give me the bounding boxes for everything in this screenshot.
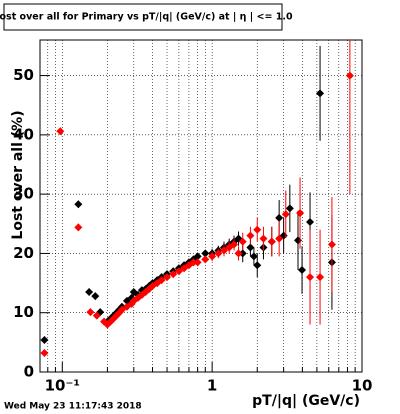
data-point bbox=[275, 213, 284, 222]
x-tick-label: 10⁻¹ bbox=[45, 377, 80, 395]
y-tick-label: 0 bbox=[24, 363, 34, 381]
data-point bbox=[92, 311, 101, 320]
data-point bbox=[246, 243, 255, 252]
data-point bbox=[230, 240, 239, 249]
data-point bbox=[74, 223, 83, 232]
data-point bbox=[201, 249, 210, 258]
data-point bbox=[56, 127, 65, 136]
data-point bbox=[246, 231, 255, 240]
data-point bbox=[193, 252, 202, 261]
data-point bbox=[163, 273, 172, 282]
data-point bbox=[316, 273, 325, 282]
data-point bbox=[253, 261, 262, 270]
data-point bbox=[86, 308, 95, 317]
title-box bbox=[3, 3, 283, 31]
data-point bbox=[193, 258, 202, 267]
data-point bbox=[267, 237, 276, 246]
plot-frame bbox=[39, 39, 363, 373]
data-point bbox=[220, 246, 229, 255]
y-tick-label: 40 bbox=[13, 125, 34, 143]
data-point bbox=[259, 234, 268, 243]
x-tick-label: 1 bbox=[207, 377, 217, 395]
data-point bbox=[169, 270, 178, 279]
chart-title: Lost over all for Primary vs pT/|q| (GeV… bbox=[0, 12, 293, 23]
data-point bbox=[285, 204, 294, 213]
y-tick-label: 50 bbox=[13, 66, 34, 84]
y-tick-label: 30 bbox=[13, 185, 34, 203]
data-point bbox=[74, 200, 83, 209]
data-point bbox=[214, 249, 223, 258]
y-tick-label: 10 bbox=[13, 303, 34, 321]
data-point bbox=[91, 292, 100, 301]
data-point bbox=[174, 267, 183, 276]
data-point bbox=[234, 249, 243, 258]
data-point bbox=[327, 240, 336, 249]
data-point bbox=[316, 89, 325, 98]
data-point bbox=[296, 209, 305, 218]
x-tick-label: 10 bbox=[352, 377, 373, 395]
data-point bbox=[189, 258, 198, 267]
data-point bbox=[40, 335, 49, 344]
data-point bbox=[298, 266, 307, 275]
data-point bbox=[85, 287, 94, 296]
data-point bbox=[275, 234, 284, 243]
data-point bbox=[157, 276, 166, 285]
x-axis-label: pT/|q| (GeV/c) bbox=[252, 393, 360, 409]
data-point bbox=[40, 349, 49, 358]
y-axis-label: Lost over all (%) bbox=[10, 110, 26, 239]
data-point bbox=[281, 210, 290, 219]
data-point bbox=[306, 218, 315, 227]
data-point bbox=[238, 237, 247, 246]
data-point bbox=[306, 273, 315, 282]
data-point bbox=[345, 71, 354, 80]
data-point bbox=[249, 252, 258, 261]
data-point bbox=[208, 252, 217, 261]
footer: Wed May 23 11:17:43 2018 bbox=[4, 402, 142, 412]
y-tick-label: 20 bbox=[13, 244, 34, 262]
data-point bbox=[201, 255, 210, 264]
data-point bbox=[238, 249, 247, 258]
data-point bbox=[253, 225, 262, 234]
